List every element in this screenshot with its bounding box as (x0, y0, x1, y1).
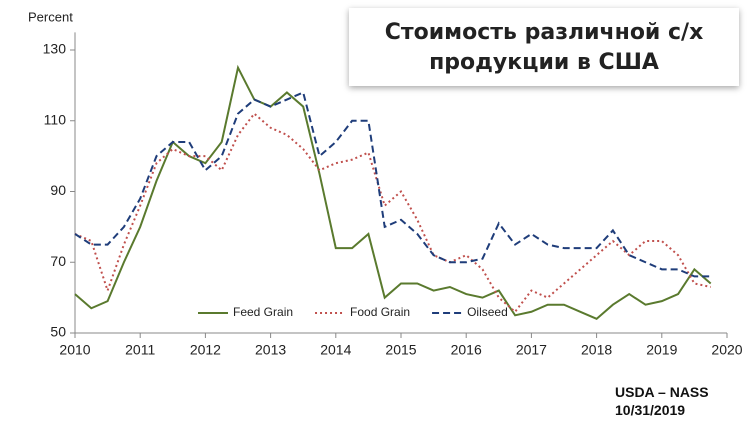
y-tick-label: 90 (50, 182, 66, 198)
date: 10/31/2019 (615, 402, 686, 418)
series-line (74, 64, 712, 321)
x-tick-label: 2017 (516, 342, 547, 358)
y-tick-label: 50 (50, 324, 66, 340)
x-tick-label: 2010 (59, 342, 90, 358)
x-tick-label: 2012 (190, 342, 221, 358)
source: USDA – NASS (615, 384, 709, 400)
legend-label: Oilseed (467, 305, 508, 319)
y-tick-label: 110 (44, 111, 67, 127)
series-line (74, 91, 711, 278)
y-tick-label: 70 (50, 253, 66, 269)
x-tick-label: 2020 (711, 342, 742, 358)
y-axis-label: Percent (28, 9, 73, 24)
x-tick-label: 2011 (125, 342, 155, 358)
x-tick-label: 2013 (255, 342, 286, 358)
legend-label: Food Grain (350, 305, 410, 319)
x-tick-label: 2014 (320, 342, 351, 358)
series-line (74, 112, 711, 314)
x-tick-label: 2015 (385, 342, 416, 358)
x-tick-label: 2016 (451, 342, 482, 358)
y-tick-label: 130 (43, 41, 67, 57)
legend-label: Feed Grain (233, 305, 293, 319)
chart-title: Стоимость различной с/х продукции в США (349, 8, 739, 86)
x-tick-label: 2019 (646, 342, 677, 358)
x-tick-label: 2018 (581, 342, 612, 358)
